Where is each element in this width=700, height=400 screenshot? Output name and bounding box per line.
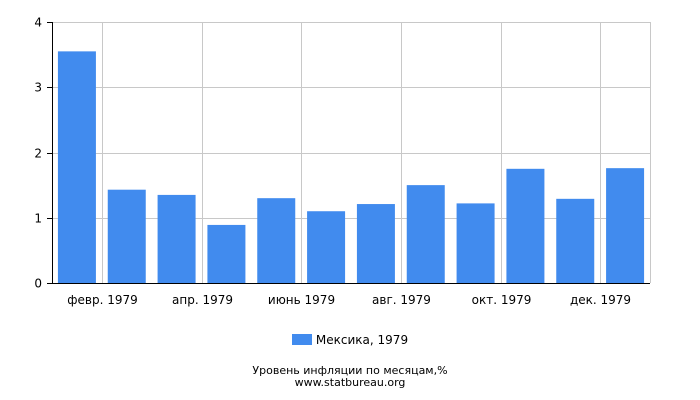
x-tick-label: июнь 1979 <box>268 293 335 307</box>
y-tick-label: 2 <box>34 147 42 161</box>
bar <box>207 224 246 283</box>
x-tick-label: апр. 1979 <box>172 293 233 307</box>
x-tick-label: авг. 1979 <box>372 293 431 307</box>
bar-chart: 0 1 2 3 4 февр. 1979 апр. 1979 июнь 1979 авг. 19… <box>34 16 651 307</box>
bar <box>556 198 595 283</box>
x-tick-label: окт. 1979 <box>472 293 532 307</box>
chart-caption: Уровень инфляции по месяцам,% <box>252 364 448 377</box>
y-tick-label: 4 <box>34 16 42 30</box>
bar <box>157 194 196 283</box>
x-tick-label: дек. 1979 <box>570 293 631 307</box>
bar <box>406 185 445 283</box>
legend: Мексика, 1979 <box>0 333 700 347</box>
bar <box>57 51 96 283</box>
bar <box>456 203 495 283</box>
y-tick-label: 0 <box>34 277 42 291</box>
bar <box>257 198 296 283</box>
x-tick-label: февр. 1979 <box>67 293 138 307</box>
legend-label: Мексика, 1979 <box>315 333 409 347</box>
bar <box>356 204 395 283</box>
bar <box>606 168 645 283</box>
source-caption: www.statbureau.org <box>294 376 406 389</box>
y-tick-label: 1 <box>34 212 42 226</box>
y-tick-label: 3 <box>34 81 42 95</box>
bar <box>107 189 146 283</box>
bar <box>506 168 545 283</box>
legend-swatch <box>291 334 312 345</box>
bar <box>307 211 346 283</box>
